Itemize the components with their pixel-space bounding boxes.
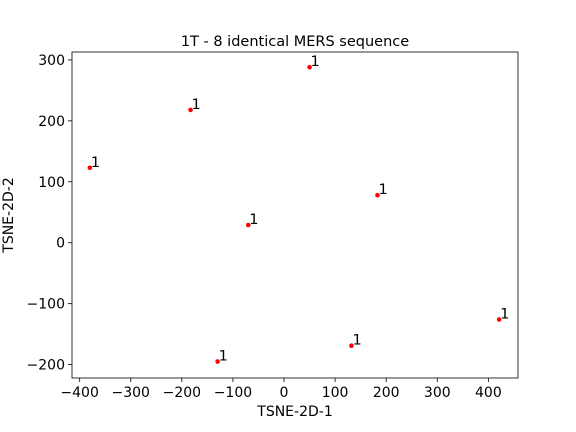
data-point [215,359,220,364]
data-point-label: 1 [249,212,258,228]
data-point [496,317,502,322]
x-axis-label: TSNE-2D-1 [256,404,332,420]
y-tick-label: 0 [56,236,65,252]
data-point [375,192,380,198]
x-axis: −400 −300 −200 −100 0 100 200 300 400 [60,378,502,401]
y-axis: −200 −100 0 100 200 300 [27,53,72,374]
x-tick-label: 200 [373,385,400,401]
x-tick-label: −200 [163,385,201,401]
data-point-label: 1 [379,182,388,198]
data-point [307,64,312,70]
y-tick-label: −100 [27,297,65,313]
data-point-label: 1 [219,349,228,365]
data-point-label: 1 [500,307,509,323]
plot-area [71,51,519,379]
y-tick-label: 100 [38,175,65,191]
x-tick-label: −400 [60,385,98,401]
chart-title: 1T - 8 identical MERS sequence [181,34,409,50]
data-point [349,343,354,349]
data-point-label: 1 [91,155,100,171]
data-point [87,165,93,171]
x-tick-label: 300 [424,385,451,401]
data-point [188,107,193,113]
data-point-label: 1 [192,97,201,113]
data-point-label: 1 [311,54,320,70]
x-tick-label: 400 [475,385,502,401]
y-tick-label: 300 [38,53,65,69]
x-tick-label: 0 [280,385,289,401]
y-axis-label: TSNE-2D-2 [1,177,17,253]
x-tick-label: −100 [214,385,252,401]
y-tick-label: −200 [27,358,65,374]
data-points: 1 1 1 1 1 1 1 1 [87,54,509,365]
x-tick-label: −300 [112,385,150,401]
y-tick-label: 200 [38,114,65,130]
data-point [245,222,251,228]
data-point-label: 1 [352,333,361,349]
x-tick-label: 100 [322,385,349,401]
